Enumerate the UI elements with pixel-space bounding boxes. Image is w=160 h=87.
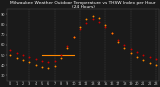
Point: [129, 48, 132, 50]
Point: [53, 60, 56, 62]
Point: [28, 56, 31, 58]
Point: [98, 18, 100, 19]
Point: [22, 59, 24, 61]
Point: [47, 68, 50, 69]
Point: [91, 19, 94, 20]
Point: [136, 56, 138, 58]
Point: [9, 54, 12, 56]
Point: [117, 39, 119, 41]
Point: [155, 65, 157, 66]
Point: [142, 59, 145, 61]
Point: [66, 47, 69, 49]
Point: [129, 52, 132, 54]
Point: [47, 62, 50, 63]
Point: [15, 52, 18, 54]
Point: [148, 63, 151, 64]
Title: Milwaukee Weather Outdoor Temperature vs THSW Index per Hour (24 Hours): Milwaukee Weather Outdoor Temperature vs…: [10, 1, 156, 9]
Point: [53, 66, 56, 67]
Point: [41, 60, 43, 62]
Point: [41, 67, 43, 68]
Point: [110, 32, 113, 33]
Point: [60, 54, 62, 56]
Point: [79, 28, 81, 29]
Point: [60, 57, 62, 59]
Point: [117, 41, 119, 43]
Point: [85, 19, 88, 20]
Point: [72, 36, 75, 37]
Point: [104, 26, 107, 27]
Point: [9, 49, 12, 51]
Point: [28, 62, 31, 63]
Point: [123, 44, 126, 46]
Point: [85, 22, 88, 23]
Point: [91, 16, 94, 17]
Point: [148, 56, 151, 58]
Point: [123, 47, 126, 49]
Point: [34, 58, 37, 60]
Point: [72, 36, 75, 37]
Point: [98, 21, 100, 22]
Point: [136, 51, 138, 53]
Point: [155, 58, 157, 60]
Point: [110, 32, 113, 33]
Point: [34, 65, 37, 66]
Point: [79, 26, 81, 27]
Point: [142, 54, 145, 56]
Point: [22, 54, 24, 56]
Point: [15, 57, 18, 59]
Point: [104, 24, 107, 25]
Point: [66, 45, 69, 47]
